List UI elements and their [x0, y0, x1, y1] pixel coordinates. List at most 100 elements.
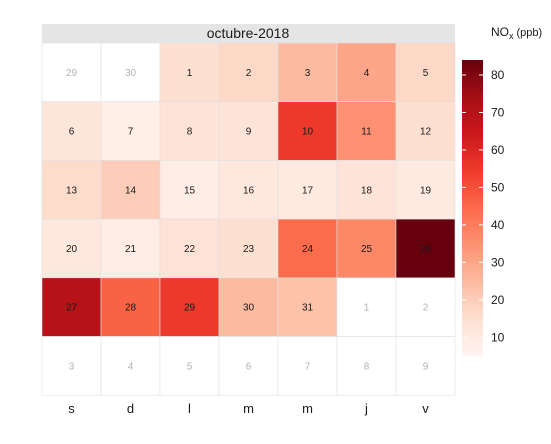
chart-title-strip [42, 24, 455, 43]
heatmap-cell [277, 218, 338, 279]
heatmap-cell [336, 101, 397, 161]
heatmap-cell [395, 277, 456, 337]
day-label: 6 [69, 127, 75, 138]
heatmap-cell [41, 277, 102, 337]
x-axis-label: j [364, 401, 368, 416]
day-label: 10 [302, 127, 314, 138]
heatmap-cell [277, 42, 338, 103]
x-axis-label: d [127, 401, 134, 416]
heatmap-cell [277, 277, 338, 337]
legend-tick-label: 60 [491, 143, 505, 157]
heatmap-cell [218, 277, 279, 337]
day-label: 6 [246, 361, 252, 372]
heatmap-cell [41, 218, 102, 279]
day-label: 9 [246, 127, 252, 138]
legend-title-sub: x [509, 31, 514, 41]
day-label: 9 [423, 361, 429, 372]
day-label: 1 [187, 68, 193, 79]
x-axis-label: l [188, 401, 191, 416]
heatmap-cell [336, 42, 397, 103]
day-label: 5 [423, 68, 429, 79]
legend-tick-label: 50 [491, 180, 505, 194]
heatmap-cell [159, 277, 220, 337]
day-label: 29 [184, 303, 196, 314]
heatmap-cell [395, 160, 456, 220]
heatmap-cell [218, 160, 279, 220]
heatmap-cell [395, 101, 456, 161]
day-label: 23 [243, 244, 255, 255]
day-label: 18 [361, 185, 373, 196]
heatmap-cell [218, 336, 279, 396]
day-label: 7 [128, 127, 134, 138]
heatmap-cell [336, 336, 397, 396]
heatmap-cell [41, 336, 102, 396]
day-label: 2 [423, 303, 429, 314]
heatmap-cell [336, 218, 397, 279]
heatmap-cell [218, 218, 279, 279]
x-axis-label: v [422, 401, 429, 416]
heatmap-cell [159, 218, 220, 279]
heatmap-cell [41, 160, 102, 220]
legend-tick-label: 10 [491, 330, 505, 344]
day-label: 3 [69, 361, 75, 372]
day-label: 3 [305, 68, 311, 79]
heatmap-cell [100, 336, 161, 396]
day-label: 26 [420, 244, 432, 255]
day-label: 5 [187, 361, 193, 372]
day-label: 25 [361, 244, 373, 255]
heatmap-cell [395, 336, 456, 396]
day-label: 17 [302, 185, 314, 196]
legend-tick-label: 30 [491, 255, 505, 269]
legend-tick-label: 40 [491, 218, 505, 232]
heatmap-cell [218, 42, 279, 103]
x-axis-label: m [243, 401, 254, 416]
day-label: 20 [66, 244, 78, 255]
day-label: 24 [302, 244, 314, 255]
heatmap-cell [41, 101, 102, 161]
heatmap-cell [395, 218, 456, 279]
legend-title-unit: (ppb) [517, 27, 543, 39]
day-label: 16 [243, 185, 255, 196]
heatmap-cell [218, 101, 279, 161]
heatmap-cell [100, 101, 161, 161]
heatmap-cell [395, 42, 456, 103]
x-axis-label: m [302, 401, 313, 416]
day-label: 27 [66, 303, 78, 314]
day-label: 22 [184, 244, 196, 255]
day-label: 11 [361, 127, 372, 138]
heatmap-cell [277, 101, 338, 161]
day-label: 4 [364, 68, 370, 79]
day-label: 31 [302, 303, 314, 314]
legend-tick-label: 20 [491, 293, 505, 307]
legend-title: NOx (ppb) [491, 25, 542, 41]
day-label: 1 [364, 303, 370, 314]
legend-colorbar [462, 60, 483, 356]
day-label: 12 [420, 127, 432, 138]
day-label: 7 [305, 361, 311, 372]
legend-ticks: 10 20 30 40 50 60 70 80 [462, 68, 505, 344]
x-axis-label: s [68, 401, 75, 416]
legend-tick-label: 80 [491, 68, 505, 82]
day-label: 19 [420, 185, 432, 196]
day-label: 8 [364, 361, 370, 372]
chart-title: octubre-2018 [207, 25, 290, 41]
heatmap-cell [159, 336, 220, 396]
day-label: 2 [246, 68, 252, 79]
day-label: 30 [125, 68, 137, 79]
day-label: 4 [128, 361, 134, 372]
legend-title-main: NO [491, 25, 509, 39]
day-label: 30 [243, 303, 255, 314]
heatmap-cell [277, 160, 338, 220]
day-label: 8 [187, 127, 193, 138]
day-label: 15 [184, 185, 196, 196]
day-label: 28 [125, 303, 137, 314]
heatmap-cell [336, 277, 397, 337]
day-label: 21 [125, 244, 137, 255]
day-label: 29 [66, 68, 78, 79]
day-label: 14 [125, 185, 137, 196]
day-label: 13 [66, 185, 78, 196]
legend-tick-label: 70 [491, 105, 505, 119]
